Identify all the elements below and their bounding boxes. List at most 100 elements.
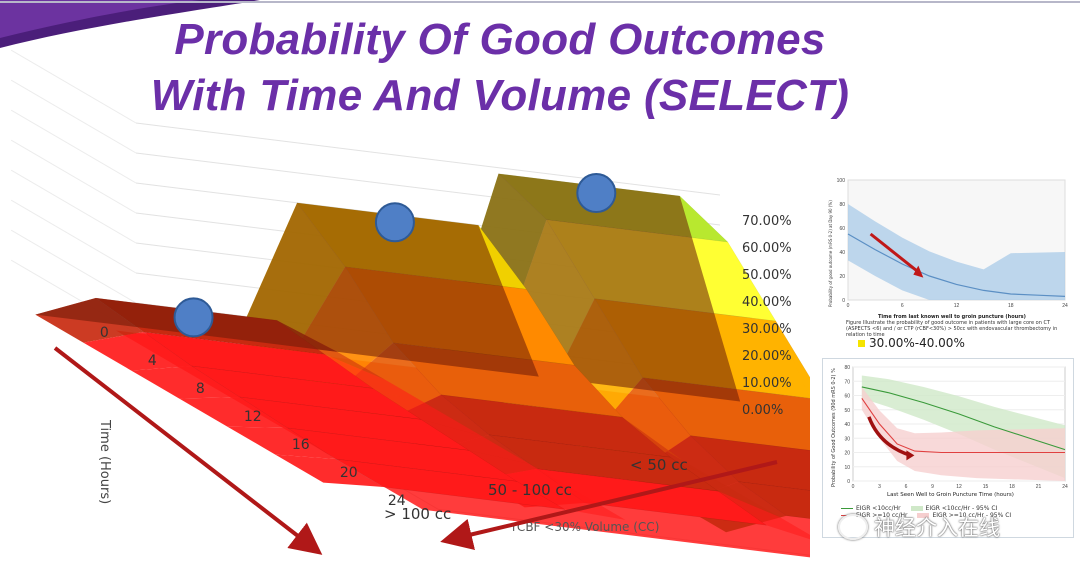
- inset2-line-1: [861, 398, 1065, 454]
- watermark: 神经介入在线: [838, 512, 1000, 542]
- z-tick-label: 40.00%: [742, 295, 792, 310]
- inset2-xtick: 12: [956, 484, 962, 490]
- inset2-xtick: 3: [878, 484, 881, 490]
- marker-2: [576, 173, 617, 214]
- surface-top-face: [641, 377, 810, 451]
- inset1-ytick: 0: [842, 298, 845, 304]
- time-tick-label: 16: [291, 436, 310, 453]
- inset2-ci-band-1: [861, 386, 1065, 481]
- inset1-ytick: 40: [839, 250, 845, 256]
- surface-end-wall: [236, 202, 539, 377]
- z-tick-label: 60.00%: [742, 241, 792, 256]
- inset-top-ylabel: Probability of good outcome (mRS 0-2) at…: [828, 200, 833, 307]
- z-tick-label: 20.00%: [742, 349, 792, 364]
- time-tick-label: 0: [99, 324, 109, 341]
- inset-chart-top-plot: 0 20 40 60 80 100 0 6 12 18 24: [837, 178, 1068, 309]
- inset1-ytick: 60: [839, 226, 845, 232]
- slide-title: Probability Of Good Outcomes With Time A…: [100, 12, 900, 124]
- surface-slope-right: [372, 388, 482, 436]
- surface-slope-right: [420, 419, 530, 464]
- surface-slope-left: [179, 397, 288, 429]
- inset2-xtick: 18: [1009, 484, 1015, 490]
- inset2-ytick: 50: [844, 408, 850, 414]
- surface-slope-left: [227, 426, 336, 460]
- inset-bottom-xlabel: Last Seen Well to Groin Puncture Time (h…: [887, 492, 1014, 498]
- inset1-ci-band: [848, 204, 1065, 300]
- time-tick-label: 4: [147, 352, 157, 369]
- inset1-arrow: [869, 232, 922, 275]
- inset-top-legend-label: 30.00%-40.00%: [869, 336, 965, 350]
- inset2-xtick: 21: [1036, 484, 1042, 490]
- time-tick-label: 24: [387, 492, 406, 509]
- inset2-ytick: 10: [844, 465, 850, 471]
- inset-chart-top: 0 20 40 60 80 100 0 6 12 18 24 Time from last know…: [820, 172, 1072, 352]
- volume-tick-label: < 50 cc: [630, 456, 688, 474]
- inset2-xtick: 0: [852, 484, 855, 490]
- inset1-ytick: 80: [839, 202, 845, 208]
- z-tick-label: 70.00%: [742, 214, 792, 229]
- surface-top-face: [738, 481, 810, 519]
- green-line-swatch-icon: [841, 508, 853, 509]
- legend-eigr-high-ci: EIGR >=10 cc/Hr - 95% CI: [917, 512, 1011, 519]
- inset1-arrowhead: [913, 265, 924, 278]
- volume-tick-label: 50 - 100 cc: [488, 481, 572, 499]
- surface-slope-right: [670, 457, 779, 517]
- inset1-xtick: 18: [1008, 303, 1014, 309]
- time-tick-label: 12: [243, 408, 262, 425]
- trend-arrows: [53, 346, 778, 555]
- legend-swatch-icon: [858, 339, 865, 347]
- time-tick-label: 20: [339, 464, 358, 481]
- inset2-xtick: 9: [931, 484, 934, 490]
- marker-1: [374, 202, 415, 243]
- volume-tick-label: > 100 cc: [384, 505, 452, 523]
- surface-slope-right: [775, 321, 810, 399]
- inset2-arrow: [867, 416, 911, 458]
- inset2-xtick: 6: [905, 484, 908, 490]
- inset2-ytick: 20: [844, 451, 850, 457]
- inset2-line-0: [861, 386, 1066, 451]
- legend-eigr-low-ci: EIGR <10cc/Hr - 95% CI: [910, 505, 997, 512]
- inset-chart-bottom-plot: 0 10 20 30 40 50 60 70 80 0 3 6 9 12 15 18 21 24: [844, 365, 1068, 490]
- marker-0: [173, 297, 214, 338]
- inset1-xtick: 0: [847, 303, 850, 309]
- surface-ridge-1: [236, 202, 810, 540]
- z-tick-label: 10.00%: [742, 376, 792, 391]
- inset1-xtick: 12: [954, 303, 960, 309]
- surface-chart: [10, 49, 810, 558]
- inset2-ytick: 40: [844, 422, 850, 428]
- header-swoosh: [0, 0, 1080, 48]
- surface-slope-right: [468, 450, 578, 492]
- surface-slope-left: [83, 332, 192, 371]
- inset-chart-bottom: 0 10 20 30 40 50 60 70 80 0 3 6 9 12 15 18 21 24 Last See…: [822, 358, 1074, 538]
- inset1-xtick: 24: [1062, 303, 1068, 309]
- inset1-ytick: 100: [837, 178, 846, 184]
- inset2-arrowhead: [906, 450, 915, 461]
- grid-line-z: [135, 122, 721, 196]
- grid-line-z-side: [10, 109, 137, 184]
- red-band-swatch-icon: [917, 513, 930, 518]
- grid-line-z-side: [10, 139, 137, 214]
- grid-line-z-side: [10, 229, 137, 304]
- grid-line-z-side: [10, 49, 137, 124]
- inset2-ytick: 80: [844, 365, 850, 371]
- inset2-xtick: 24: [1062, 484, 1068, 490]
- inset2-ytick: 30: [844, 436, 850, 442]
- time-trend-arrow: [53, 346, 323, 555]
- grid-line-z-side: [10, 79, 137, 154]
- surface-slope-right: [324, 354, 434, 408]
- slide-title-line2: With Time And Volume (SELECT): [150, 71, 850, 120]
- surface-slope-left: [275, 454, 384, 488]
- volume-trend-arrow: [440, 460, 778, 551]
- green-band-swatch-icon: [910, 506, 923, 511]
- wechat-icon: [838, 514, 868, 540]
- z-tick-label: 50.00%: [742, 268, 792, 283]
- grid-line-z-side: [10, 169, 137, 244]
- watermark-text: 神经介入在线: [874, 516, 1000, 540]
- surface-top-face: [689, 435, 810, 491]
- inset1-line: [847, 233, 1066, 297]
- inset2-ytick: 60: [844, 394, 850, 400]
- inset2-xtick: 15: [983, 484, 989, 490]
- grid-line-z-side: [10, 199, 137, 274]
- inset-top-legend: 30.00%-40.00%: [858, 336, 965, 350]
- surface-slope-left: [131, 366, 240, 399]
